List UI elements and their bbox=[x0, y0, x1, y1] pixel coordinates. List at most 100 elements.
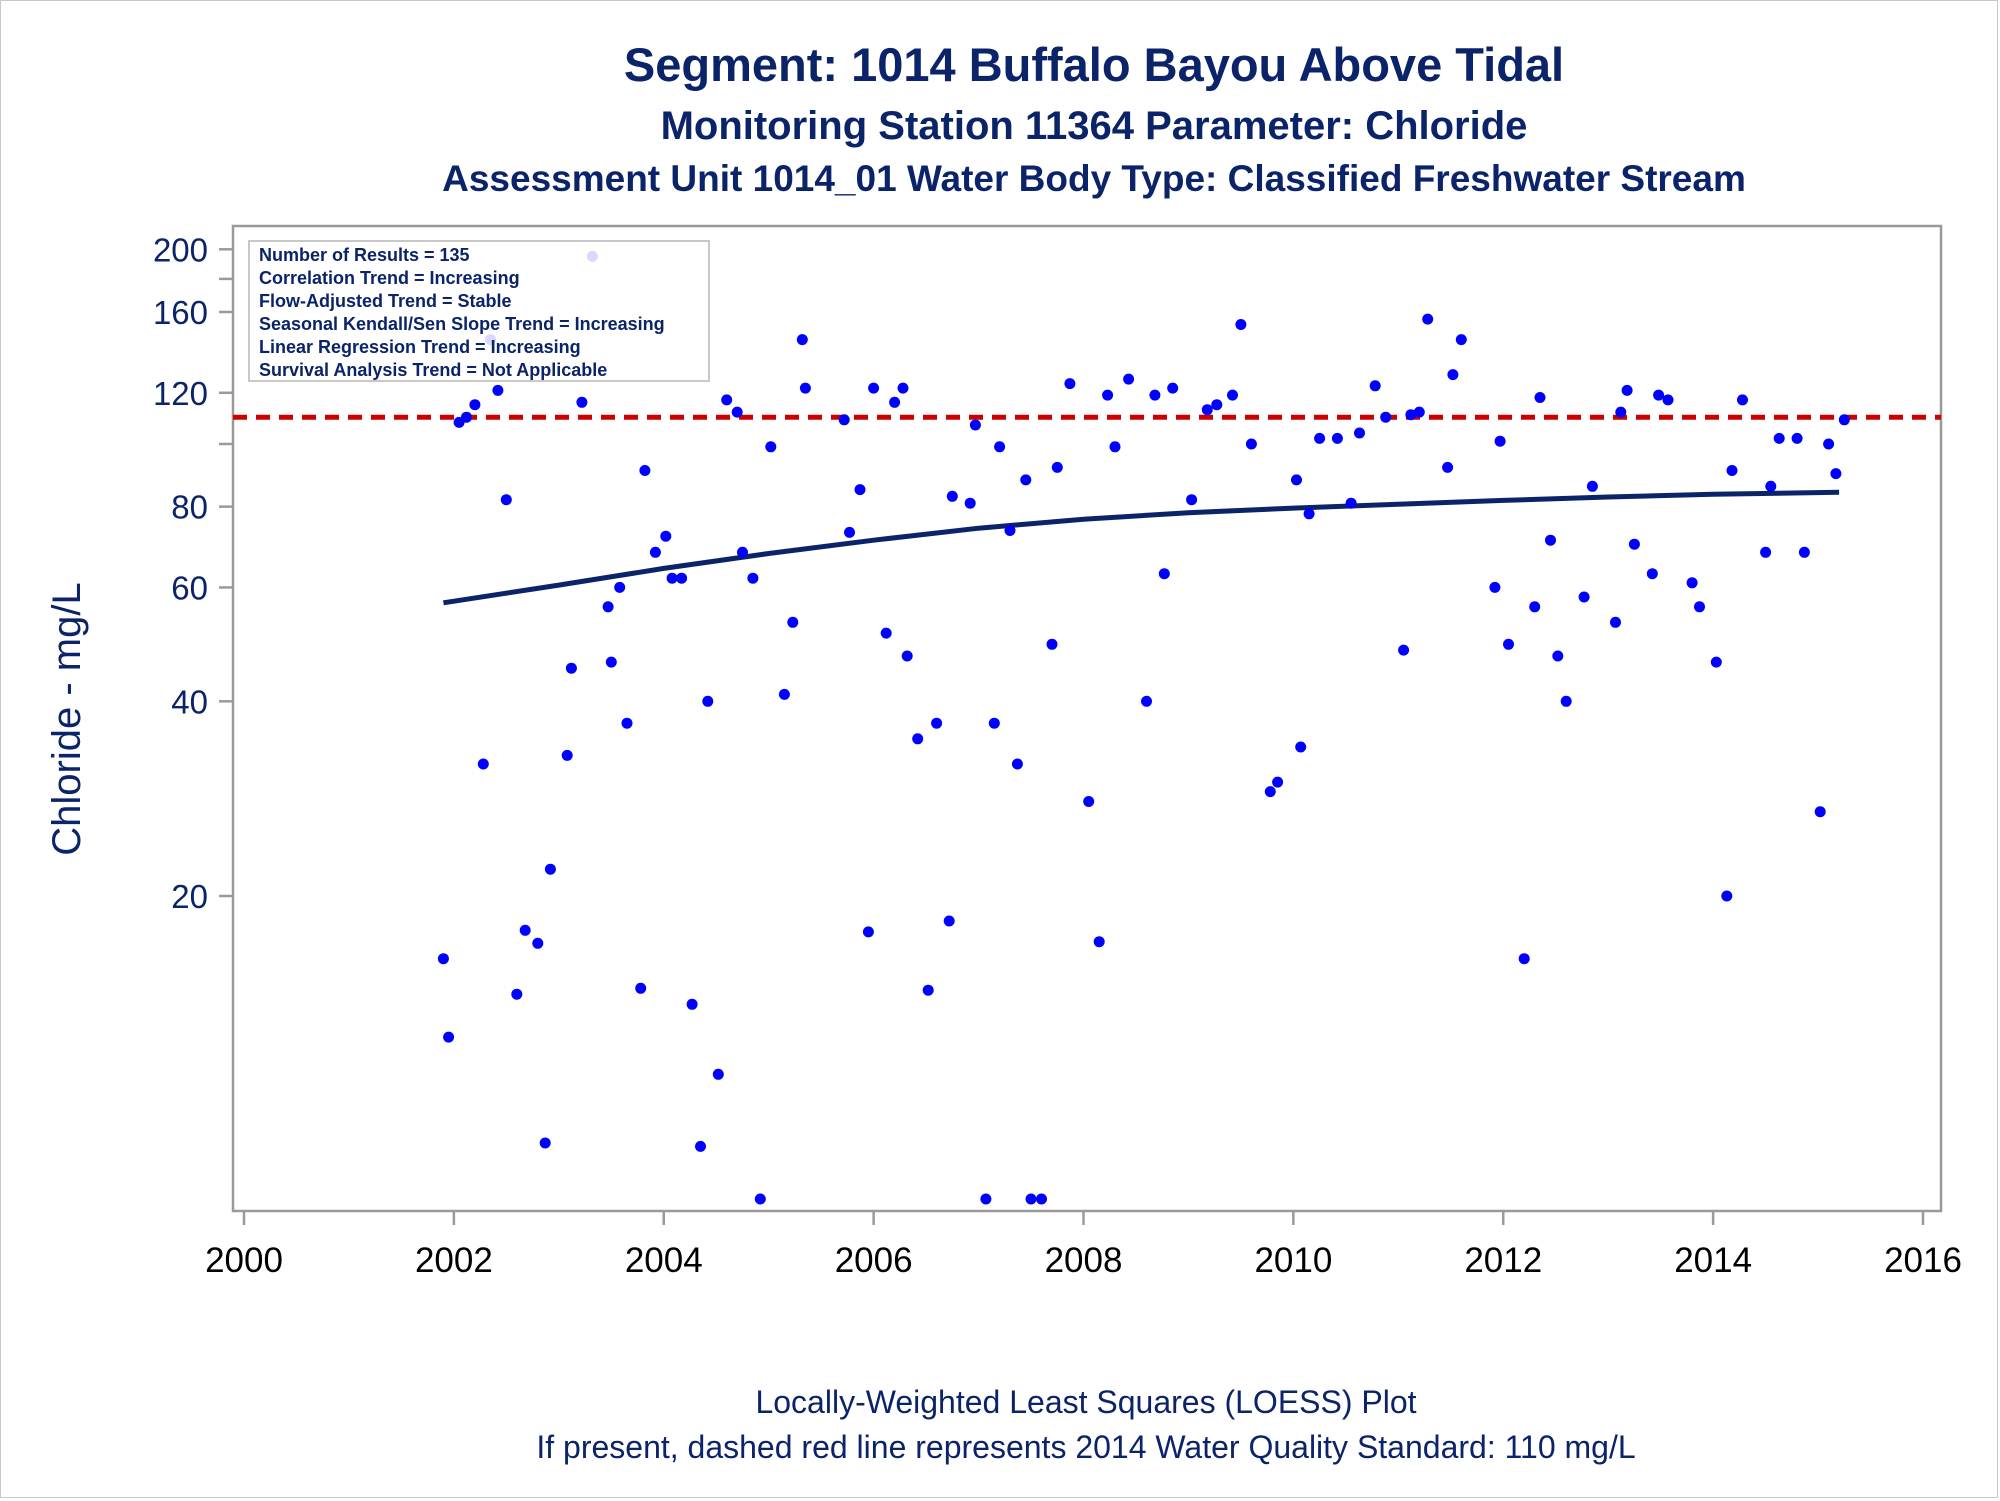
footnote-loess: Locally-Weighted Least Squares (LOESS) P… bbox=[755, 1384, 1416, 1420]
loess-curve bbox=[443, 489, 1840, 606]
data-point bbox=[1545, 534, 1556, 546]
x-tick-label: 2004 bbox=[625, 1241, 703, 1280]
footnote-standard: If present, dashed red line represents 2… bbox=[536, 1429, 1635, 1465]
data-point bbox=[988, 717, 1000, 729]
data-point bbox=[994, 441, 1006, 453]
data-point bbox=[1025, 1193, 1037, 1205]
data-point bbox=[605, 656, 617, 668]
y-tick-label: 20 bbox=[171, 878, 208, 915]
data-point bbox=[1331, 432, 1343, 444]
data-point bbox=[969, 419, 981, 431]
data-point bbox=[1578, 591, 1590, 603]
data-point bbox=[614, 581, 626, 593]
data-point bbox=[1489, 581, 1501, 593]
data-point bbox=[1051, 461, 1063, 473]
data-point bbox=[602, 601, 614, 613]
stats-box: Number of Results = 135 Correlation Trend… bbox=[248, 240, 710, 382]
data-point bbox=[901, 650, 913, 662]
data-point bbox=[1455, 334, 1467, 346]
data-point bbox=[1726, 465, 1738, 476]
stats-box-frame bbox=[248, 240, 710, 382]
data-point bbox=[747, 572, 759, 584]
data-point bbox=[1560, 695, 1572, 707]
data-point bbox=[1235, 319, 1247, 330]
data-point bbox=[1610, 616, 1621, 628]
data-point bbox=[1798, 546, 1810, 558]
data-point bbox=[1765, 480, 1777, 492]
data-point bbox=[1211, 399, 1223, 411]
data-point bbox=[765, 441, 777, 453]
data-point bbox=[1413, 406, 1425, 418]
chart-subtitle: Monitoring Station 11364 Parameter: Chlo… bbox=[661, 104, 1528, 148]
data-point bbox=[1186, 494, 1198, 506]
data-point bbox=[897, 382, 909, 394]
x-tick-label: 2014 bbox=[1674, 1241, 1752, 1280]
data-point bbox=[660, 530, 672, 542]
data-point bbox=[1422, 313, 1434, 325]
data-point bbox=[868, 382, 880, 394]
data-point bbox=[639, 465, 651, 476]
data-point bbox=[621, 717, 633, 729]
data-point bbox=[539, 1137, 551, 1149]
data-point bbox=[731, 406, 743, 418]
data-point bbox=[1405, 409, 1417, 421]
data-point bbox=[1354, 427, 1365, 439]
data-point bbox=[1004, 525, 1016, 536]
data-point bbox=[666, 572, 678, 584]
data-point bbox=[796, 334, 808, 346]
data-point bbox=[1494, 435, 1506, 447]
x-tick-label: 2006 bbox=[835, 1241, 913, 1280]
stats-line: Linear Regression Trend = Increasing bbox=[259, 337, 581, 357]
x-tick-label: 2012 bbox=[1464, 1241, 1542, 1280]
data-point bbox=[695, 1140, 706, 1152]
data-point bbox=[1380, 411, 1392, 423]
data-point bbox=[702, 695, 714, 707]
points-layer bbox=[437, 250, 1850, 1205]
y-tick-label: 120 bbox=[153, 375, 208, 412]
data-point bbox=[1011, 758, 1023, 770]
data-point bbox=[649, 546, 661, 558]
data-point bbox=[1653, 389, 1665, 401]
data-point bbox=[519, 924, 531, 936]
plot-area bbox=[231, 224, 1943, 1213]
data-point bbox=[437, 953, 449, 965]
data-point bbox=[1227, 389, 1238, 401]
data-point bbox=[1141, 695, 1152, 707]
data-point bbox=[737, 546, 748, 558]
data-point bbox=[854, 484, 866, 496]
data-point bbox=[1020, 474, 1032, 486]
stats-line: Number of Results = 135 bbox=[259, 245, 470, 265]
data-point bbox=[1264, 786, 1276, 798]
data-point bbox=[889, 396, 901, 408]
y-tick-label: 60 bbox=[171, 569, 208, 606]
x-tick-label: 2000 bbox=[205, 1241, 283, 1280]
data-point bbox=[461, 411, 472, 423]
data-point bbox=[635, 982, 647, 994]
data-point bbox=[1586, 480, 1598, 492]
data-point bbox=[1036, 1193, 1047, 1205]
data-point bbox=[544, 863, 556, 875]
data-point bbox=[943, 915, 955, 927]
chart-title: Segment: 1014 Buffalo Bayou Above Tidal bbox=[624, 38, 1564, 91]
data-point bbox=[1529, 601, 1541, 613]
data-point bbox=[532, 937, 544, 949]
data-point bbox=[980, 1193, 992, 1205]
data-point bbox=[721, 394, 733, 406]
data-point bbox=[712, 1068, 724, 1080]
data-point bbox=[443, 1031, 455, 1043]
x-tick-label: 2002 bbox=[415, 1241, 493, 1280]
data-point bbox=[1838, 414, 1850, 426]
chart-subtitle-2: Assessment Unit 1014_01 Water Body Type:… bbox=[442, 158, 1746, 199]
data-point bbox=[1628, 538, 1640, 550]
data-point bbox=[922, 984, 934, 996]
data-point bbox=[778, 688, 790, 700]
data-point bbox=[1737, 394, 1748, 406]
data-point bbox=[1345, 497, 1357, 509]
x-tick-label: 2008 bbox=[1045, 1241, 1123, 1280]
data-point bbox=[1773, 432, 1785, 444]
data-point bbox=[1123, 373, 1135, 385]
stats-lines: Number of Results = 135 Correlation Trend… bbox=[259, 245, 665, 380]
data-point bbox=[1447, 369, 1459, 381]
